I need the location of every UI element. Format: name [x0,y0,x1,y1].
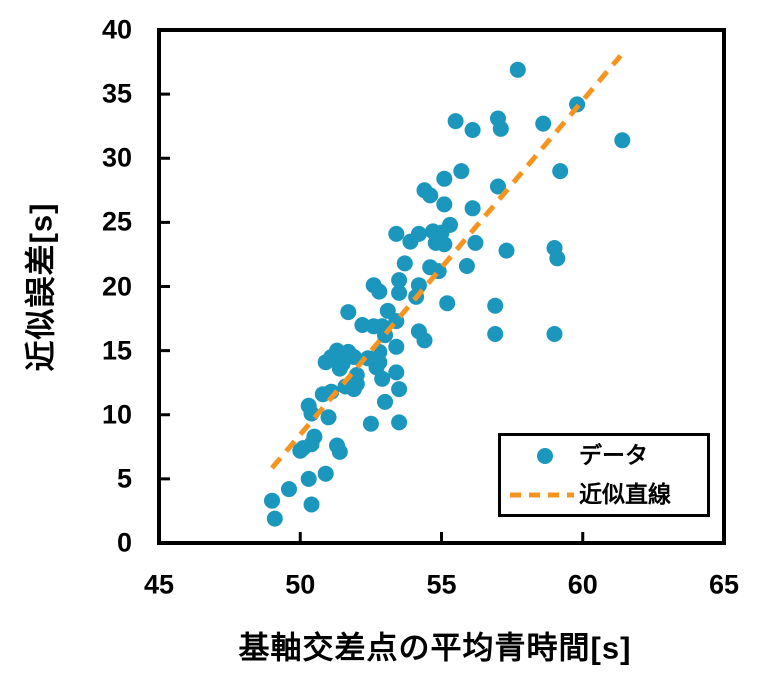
data-point [490,178,506,195]
data-point [535,115,552,132]
data-point [281,481,297,498]
x-tick-label: 60 [567,569,598,600]
data-point [391,381,408,398]
data-point [453,163,470,180]
data-point [396,255,413,272]
data-point [266,510,283,527]
data-point [377,393,393,410]
data-point [458,258,475,274]
data-point [498,242,515,259]
data-series-marker-icon [501,446,579,466]
data-point [303,496,320,513]
trendline [270,54,623,470]
legend-item-trendline: 近似直線 [501,475,707,514]
y-tick-label: 5 [116,463,132,494]
data-point [362,415,379,432]
y-tick-label: 40 [101,14,132,45]
data-point [317,465,334,482]
data-point [492,120,509,137]
data-point [340,304,357,321]
data-point [614,132,631,149]
data-point [549,250,566,267]
data-point [464,200,481,217]
y-tick-label: 20 [101,271,132,301]
data-point [320,409,337,426]
legend-label-data: データ [579,442,648,468]
data-point [436,236,453,253]
data-point [552,163,569,180]
y-axis-title: 近似誤差[s] [23,202,59,372]
y-tick-label: 10 [101,399,132,430]
legend: データ 近似直線 [498,433,710,517]
data-point [300,470,317,487]
data-point [436,170,453,187]
data-point [388,225,405,242]
data-point [391,284,408,301]
data-point [402,233,419,250]
data-point [371,283,388,300]
data-point [306,428,323,445]
legend-item-data: データ [501,436,707,475]
data-point [436,196,453,213]
data-point [442,216,458,233]
y-tick-label: 0 [116,527,132,558]
data-point [264,492,280,509]
legend-label-trendline: 近似直線 [579,481,671,507]
x-tick-label: 55 [426,569,457,600]
data-point [388,338,405,355]
x-tick-label: 45 [143,569,175,600]
x-axis-title: 基軸交差点の平均青時間[s] [238,630,632,666]
data-point [416,332,433,349]
data-point [439,295,456,312]
data-point [467,234,484,251]
data-point [509,61,526,78]
data-point [410,277,427,294]
data-point [391,272,408,289]
trendline-marker-icon [501,485,579,505]
data-point [374,370,391,387]
x-tick-label: 65 [708,569,740,600]
data-point [464,122,481,138]
data-point [331,443,348,460]
data-point [487,297,504,314]
data-point [331,360,348,377]
data-point [348,367,365,383]
y-tick-label: 35 [101,78,132,109]
y-tick-label: 25 [101,206,132,237]
data-point [447,113,464,130]
data-point [345,349,362,365]
x-tick-label: 50 [285,569,316,600]
data-point [388,364,405,381]
legend-dot-icon [537,447,553,464]
y-tick-label: 30 [101,142,132,173]
data-point [391,414,408,431]
data-point [487,326,504,342]
y-tick-label: 15 [101,335,132,366]
data-point [422,187,439,204]
data-point [371,354,388,371]
data-point [546,326,563,342]
